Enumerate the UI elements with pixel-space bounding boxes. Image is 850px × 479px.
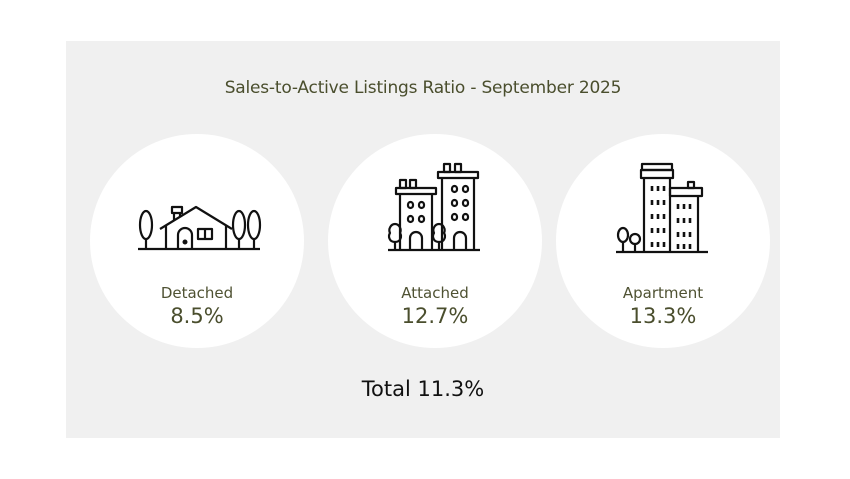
detached-card: Detached 8.5% — [90, 134, 304, 348]
apartment-value: 13.3% — [629, 304, 697, 328]
townhouse-buildings-icon — [328, 134, 542, 274]
panel-title: Sales-to-Active Listings Ratio - Septemb… — [224, 78, 622, 98]
apartment-towers-icon — [556, 134, 770, 274]
ratio-panel: Sales-to-Active Listings Ratio - Septemb… — [66, 41, 780, 438]
house-with-trees-icon — [90, 134, 304, 274]
detached-value: 8.5% — [170, 304, 224, 328]
apartment-label: Apartment — [622, 284, 704, 302]
attached-value: 12.7% — [401, 304, 469, 328]
apartment-card: Apartment 13.3% — [556, 134, 770, 348]
total-ratio: Total 11.3% — [361, 377, 485, 401]
detached-label: Detached — [160, 284, 234, 302]
attached-label: Attached — [401, 284, 469, 302]
attached-card: Attached 12.7% — [328, 134, 542, 348]
